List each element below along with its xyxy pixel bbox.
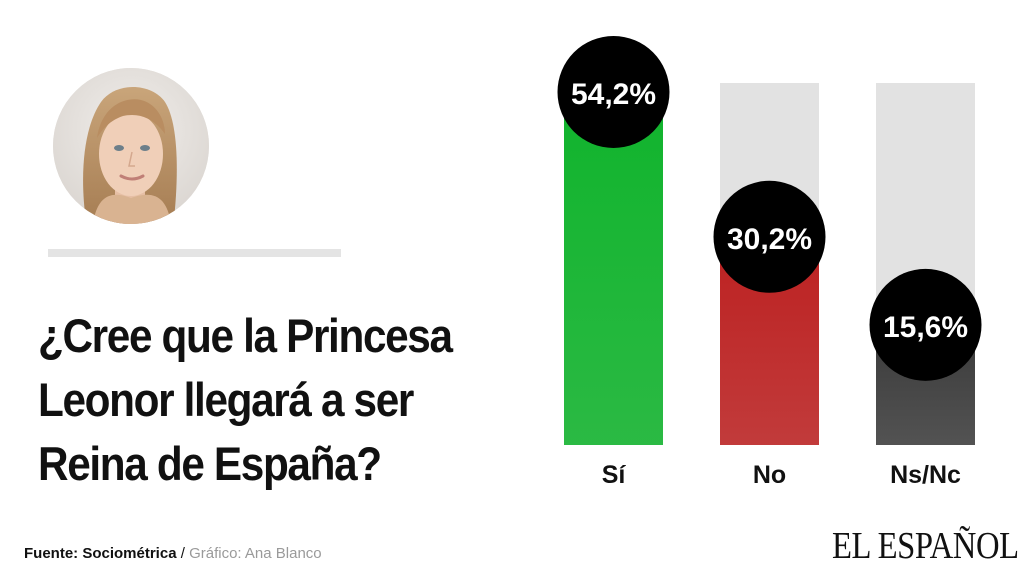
source-label: Fuente: Sociométrica bbox=[24, 545, 177, 562]
section-divider bbox=[48, 249, 341, 257]
survey-question: ¿Cree que la Princesa Leonor llegará a s… bbox=[38, 304, 488, 496]
question-line-2: Leonor llegará a ser bbox=[38, 373, 414, 426]
bar-s bbox=[564, 117, 663, 445]
portrait-photo bbox=[53, 68, 209, 224]
el-espanol-logo: EL ESPAÑOL bbox=[832, 525, 1019, 567]
data-label-s: 54,2% bbox=[571, 78, 656, 111]
portrait-illustration bbox=[53, 68, 209, 224]
poll-bar-chart: 54,2% Sí 30,2% No 15,6% Ns/Nc bbox=[557, 35, 982, 489]
question-line-3: Reina de España? bbox=[38, 437, 382, 490]
category-label-s: Sí bbox=[602, 461, 627, 489]
credit-label: Gráfico: Ana Blanco bbox=[189, 545, 322, 562]
footer-separator: / bbox=[176, 545, 190, 562]
footer: Fuente: Sociométrica / Gráfico: Ana Blan… bbox=[24, 545, 322, 562]
bar-no bbox=[720, 262, 819, 445]
category-label-no: No bbox=[753, 461, 786, 489]
category-label-ns-nc: Ns/Nc bbox=[890, 461, 961, 489]
question-line-1: ¿Cree que la Princesa bbox=[38, 309, 453, 362]
data-label-ns-nc: 15,6% bbox=[883, 311, 968, 344]
value-bubble-s bbox=[557, 35, 670, 148]
data-label-no: 30,2% bbox=[727, 223, 812, 256]
value-bubble-no bbox=[713, 180, 826, 293]
value-bubble-ns-nc bbox=[869, 268, 982, 381]
